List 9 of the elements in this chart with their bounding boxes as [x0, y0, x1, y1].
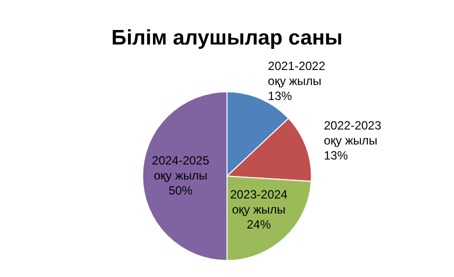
data-label: 13% [268, 88, 292, 103]
slice-label: 2023-2024 оқу жылы [230, 187, 288, 216]
chart-title: Білім алушылар саны [111, 26, 343, 50]
slice-label: 2022-2023 оқу жылы [324, 118, 382, 148]
slice-label: 2024-2025 оқу жылы [152, 153, 210, 182]
data-label: 13% [324, 148, 348, 163]
data-label: 24% [246, 217, 272, 232]
slice-label: 2021-2022 оқу жылы [268, 58, 326, 88]
data-label: 50% [168, 183, 193, 198]
